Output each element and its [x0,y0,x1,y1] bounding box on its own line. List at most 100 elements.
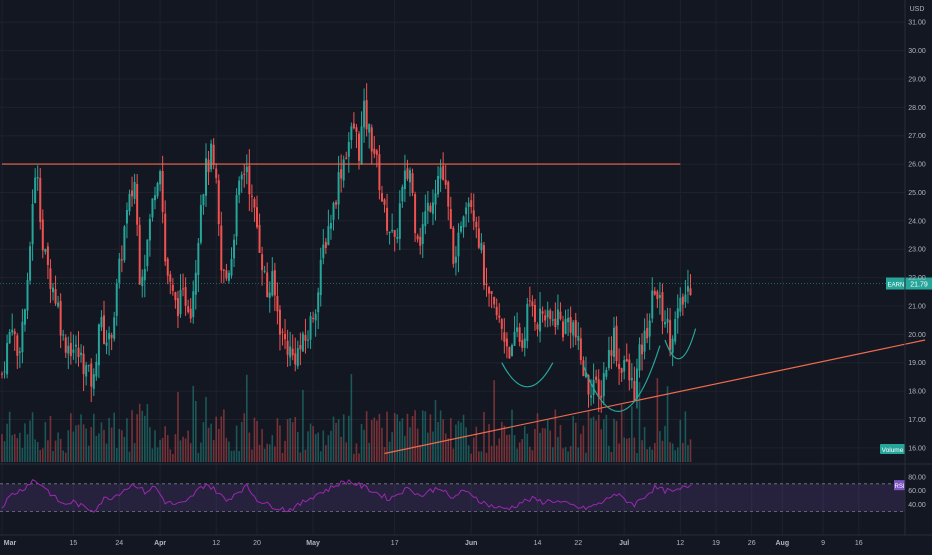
candle-body [358,133,360,161]
candle-body [544,315,547,321]
volume-bar [618,443,620,462]
candle-body [217,180,220,225]
volume-bar [307,431,309,462]
candle-body [630,377,633,381]
candle-body [355,127,358,132]
volume-bar [240,421,243,462]
candle-body [658,295,661,298]
candle-body [187,306,190,313]
candle-body [623,359,626,372]
time-tick-label: May [306,540,320,547]
candle-body [378,154,381,191]
volume-bar [444,433,447,462]
volume-bar [110,427,113,462]
volume-bar [118,428,121,462]
volume-bar [656,378,659,462]
candle-body [286,340,289,355]
candle-body [46,246,49,265]
time-tick-label: Jun [465,540,477,547]
candle-body [429,205,432,212]
volume-bar [177,391,179,462]
volume-bar [636,453,638,462]
time-tick-label: Mar [4,540,17,547]
volume-bar [623,437,625,462]
candle-body [610,350,613,356]
candle-body [633,381,636,402]
time-tick-label: Jul [619,540,629,547]
candle-body [77,347,80,358]
candle-body [141,276,144,287]
candle-body [108,332,111,340]
volume-bar [498,438,501,462]
candle-body [159,171,162,185]
candle-body [6,343,9,375]
volume-bar [289,418,291,462]
candle-body [128,193,131,212]
candle-body [564,318,567,334]
volume-bar [648,446,651,462]
candle-body [600,395,603,398]
candle-body [635,368,638,399]
volume-bar [478,451,480,462]
candle-body [169,274,172,282]
volume-bar [539,432,541,462]
candle-body [572,322,575,336]
price-tick-label: 27.00 [908,133,926,140]
candle-body [136,184,139,225]
volume-bar [128,451,131,462]
candle-body [597,379,600,398]
price-tick-label: 21.00 [908,303,926,310]
candle-body [444,179,447,185]
candle-body [676,308,679,319]
candle-body [689,288,692,296]
price-tick-label: 24.00 [908,218,926,225]
volume-bar [559,424,562,462]
volume-bar [470,453,472,462]
volume-bar [625,438,628,462]
volume-bar [610,452,613,462]
candle-body [322,244,325,259]
volume-bar [115,448,118,462]
volume-bar [302,389,304,462]
candle-body [503,332,506,342]
candle-body [454,256,457,263]
volume-bar [195,400,197,462]
volume-bar [381,427,383,462]
volume-bar [365,411,368,462]
candle-body [273,270,276,296]
candle-body [36,177,39,179]
candle-body [536,324,539,330]
volume-bar [131,410,133,462]
candle-body [312,317,315,319]
volume-bar [138,403,141,462]
volume-bar [274,446,276,462]
volume-bar [189,443,192,462]
volume-bar [36,441,39,462]
candle-body [411,173,414,194]
volume-bar [600,429,603,462]
candle-body [103,315,105,344]
candle-body [227,272,230,281]
candle-body [442,165,445,181]
candle-body [615,325,618,361]
candle-body [278,309,281,335]
volume-bar [141,410,144,462]
volume-bar [220,416,223,462]
candle-body [21,321,24,353]
candle-body [533,304,536,322]
volume-bar [95,435,98,462]
candle-body [258,224,261,253]
candle-body [419,236,422,246]
volume-bar [664,425,666,462]
candle-body [11,329,14,333]
rsi-line [1,478,691,513]
candle-body [74,344,77,347]
candle-body [505,338,508,347]
volume-bar [595,420,597,462]
candle-body [416,235,419,240]
candle-body [67,345,70,354]
volume-bar [378,413,381,462]
volume-bar [674,450,676,462]
candle-body [541,311,544,314]
